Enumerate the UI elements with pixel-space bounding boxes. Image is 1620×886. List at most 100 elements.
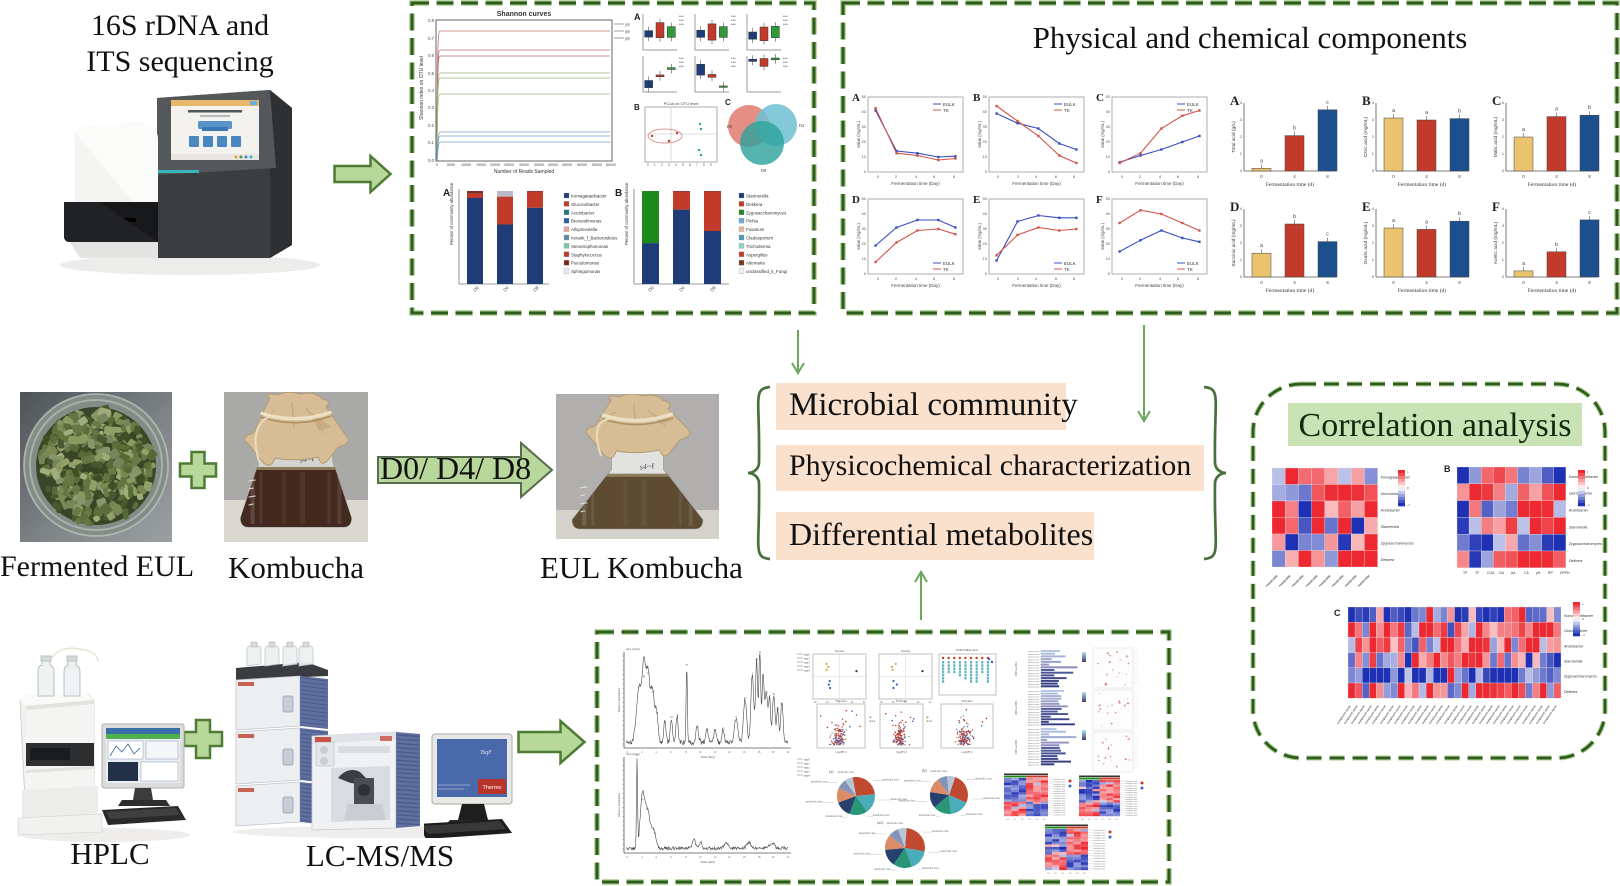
svg-text:metabolite name: metabolite name — [1126, 815, 1138, 817]
svg-text:Brevundimonas: Brevundimonas — [571, 219, 602, 224]
svg-text:D3: D3 — [1069, 873, 1073, 875]
svg-text:grp: grp — [625, 23, 630, 27]
svg-text:metabolite name: metabolite name — [1126, 799, 1138, 801]
svg-text:Sphingomonas: Sphingomonas — [571, 269, 601, 274]
svg-text:4: 4 — [1372, 206, 1375, 211]
svg-text:***: *** — [783, 14, 788, 19]
svg-text:metabolite class: metabolite class — [859, 832, 876, 835]
svg-text:TK: TK — [1064, 108, 1070, 113]
svg-text:3: 3 — [1372, 117, 1375, 122]
svg-text:50000: 50000 — [577, 163, 587, 167]
svg-text:D0: D0 — [1047, 873, 1051, 875]
svg-text:c: c — [1326, 232, 1329, 238]
svg-text:E: E — [973, 194, 980, 206]
svg-text:metabolite class: metabolite class — [919, 814, 936, 817]
svg-text:AA: AA — [1511, 571, 1516, 575]
svg-text:18: 18 — [758, 856, 761, 859]
svg-text:***: *** — [731, 56, 736, 61]
svg-text:20: 20 — [983, 139, 988, 144]
svg-text:4: 4 — [675, 163, 677, 167]
svg-text:value (mg/mL): value (mg/mL) — [1100, 223, 1105, 250]
svg-text:D0: D0 — [727, 124, 732, 129]
svg-text:pathway name: pathway name — [1028, 659, 1040, 661]
svg-text:20: 20 — [772, 751, 775, 754]
svg-text:metabolite name: metabolite name — [1094, 866, 1106, 868]
svg-text:-1: -1 — [1407, 503, 1410, 507]
svg-text:B: B — [1362, 93, 1371, 108]
svg-text:0: 0 — [864, 271, 867, 276]
svg-text:pathway name: pathway name — [1028, 687, 1040, 689]
svg-text:TK: TK — [1064, 267, 1070, 272]
svg-text:metabolite name: metabolite name — [1094, 830, 1106, 832]
svg-text:30: 30 — [983, 124, 988, 129]
svg-text:Time (min): Time (min) — [700, 860, 715, 864]
svg-text:50: 50 — [1106, 196, 1111, 201]
svg-text:0: 0 — [1240, 274, 1243, 279]
svg-text:30: 30 — [1106, 226, 1111, 231]
svg-text:a: a — [1522, 127, 1525, 133]
svg-text:40: 40 — [862, 211, 867, 216]
svg-text:1: 1 — [1582, 602, 1584, 606]
svg-text:2: 2 — [641, 751, 643, 754]
svg-text:8: 8 — [1458, 174, 1461, 179]
svg-text:1: 1 — [654, 163, 656, 167]
svg-text:metabolite name: metabolite name — [1094, 838, 1106, 840]
svg-text:metabolite class: metabolite class — [966, 813, 983, 816]
svg-text:***: *** — [679, 14, 684, 19]
svg-text:D: D — [852, 194, 860, 206]
svg-text:Fermentation time (Day): Fermentation time (Day) — [1012, 181, 1061, 186]
svg-text:-20: -20 — [891, 701, 895, 704]
svg-text:0.8: 0.8 — [428, 18, 434, 23]
svg-text:Alloprevotella: Alloprevotella — [571, 227, 598, 232]
svg-text:2: 2 — [762, 674, 764, 677]
svg-text:EULK: EULK — [1187, 102, 1199, 107]
svg-text:8: 8 — [1588, 174, 1591, 179]
svg-text:smp1: smp1 — [804, 658, 810, 661]
svg-text:RP: RP — [1548, 571, 1553, 575]
svg-text:grp: grp — [625, 30, 630, 34]
svg-text:50: 50 — [983, 196, 988, 201]
svg-text:-1: -1 — [1582, 633, 1585, 637]
svg-text:metabolite name: metabolite name — [1126, 795, 1138, 797]
svg-text:metabolite name: metabolite name — [1094, 858, 1106, 860]
svg-text:metabolite class: metabolite class — [806, 800, 823, 803]
svg-text:4: 4 — [915, 174, 918, 179]
svg-text:F: F — [1096, 194, 1103, 206]
svg-text:EULK: EULK — [943, 102, 955, 107]
svg-text:metabolite name: metabolite name — [1054, 781, 1066, 783]
svg-text:0: 0 — [1502, 274, 1505, 279]
svg-text:metabolite name: metabolite name — [1054, 815, 1066, 817]
svg-text:metabolite class: metabolite class — [826, 815, 843, 818]
svg-text:12: 12 — [714, 856, 717, 859]
svg-text:***: *** — [783, 22, 788, 27]
svg-text:35: 35 — [722, 728, 725, 731]
svg-text:0: 0 — [436, 163, 438, 167]
svg-text:15000: 15000 — [476, 163, 486, 167]
svg-text:Stenotrophomonas: Stenotrophomonas — [571, 244, 609, 249]
svg-text:pathway name: pathway name — [1028, 681, 1040, 683]
svg-text:39: 39 — [646, 808, 649, 811]
svg-text:metabolite class: metabolite class — [891, 798, 908, 801]
svg-text:3: 3 — [769, 698, 771, 701]
svg-text:3: 3 — [1502, 223, 1505, 228]
svg-text:D4: D4 — [1108, 819, 1112, 821]
svg-text:pathway name: pathway name — [1028, 720, 1040, 722]
svg-text:4: 4 — [1425, 280, 1428, 285]
svg-text:E: E — [1362, 199, 1371, 214]
svg-text:metabolite name: metabolite name — [1094, 848, 1106, 850]
svg-text:20: 20 — [862, 139, 867, 144]
svg-text:0: 0 — [1260, 280, 1263, 285]
svg-text:smp2: smp2 — [804, 662, 810, 665]
svg-text:Shannon index on OTU level: Shannon index on OTU level — [419, 56, 425, 120]
svg-text:40: 40 — [643, 676, 646, 679]
svg-text:metabolite name: metabolite name — [1126, 781, 1138, 783]
svg-text:Zygosaccharomyces: Zygosaccharomyces — [1380, 542, 1414, 546]
svg-text:pathway name: pathway name — [1028, 751, 1040, 753]
svg-text:(a): (a) — [829, 769, 834, 774]
svg-text:B: B — [1444, 464, 1451, 474]
svg-text:0: 0 — [1392, 280, 1395, 285]
svg-text:16: 16 — [743, 751, 746, 754]
svg-text:0.4: 0.4 — [428, 88, 434, 93]
svg-text:A: A — [1230, 93, 1240, 108]
svg-text:32: 32 — [696, 726, 699, 729]
